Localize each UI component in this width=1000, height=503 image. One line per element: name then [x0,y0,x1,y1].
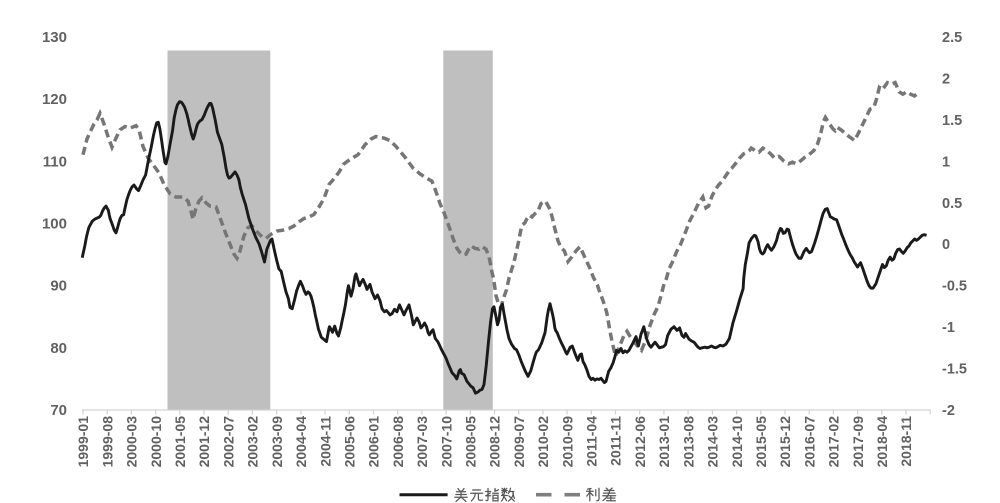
svg-text:90: 90 [50,278,67,295]
svg-text:2017-02: 2017-02 [826,416,842,468]
svg-text:0.5: 0.5 [942,196,962,212]
svg-text:2004-11: 2004-11 [317,416,333,467]
svg-text:2005-06: 2005-06 [342,416,358,468]
svg-text:2001-12: 2001-12 [196,416,212,468]
svg-text:2009-07: 2009-07 [511,416,527,468]
svg-text:2013-01: 2013-01 [656,416,672,468]
svg-text:2001-05: 2001-05 [172,416,188,468]
svg-text:2018-11: 2018-11 [898,416,914,467]
svg-text:-0.5: -0.5 [942,279,967,295]
svg-text:2015-05: 2015-05 [753,416,769,468]
svg-text:2010-02: 2010-02 [535,416,551,468]
svg-text:130: 130 [42,29,67,46]
svg-text:1999-01: 1999-01 [75,416,91,468]
svg-text:120: 120 [42,91,67,108]
svg-text:2013-08: 2013-08 [680,416,696,468]
svg-text:2000-10: 2000-10 [148,416,164,468]
svg-text:70: 70 [50,402,67,419]
svg-text:-1: -1 [942,320,955,336]
svg-text:2007-03: 2007-03 [414,416,430,468]
svg-text:2.5: 2.5 [942,30,962,46]
svg-text:-2: -2 [942,403,955,419]
svg-text:2011-04: 2011-04 [584,416,600,467]
svg-text:1999-08: 1999-08 [99,416,115,468]
svg-text:100: 100 [42,216,67,233]
svg-text:2003-09: 2003-09 [269,416,285,468]
svg-text:2004-04: 2004-04 [293,416,309,468]
svg-text:1.5: 1.5 [942,113,962,129]
svg-text:2000-03: 2000-03 [124,416,140,468]
svg-text:2016-07: 2016-07 [801,416,817,468]
svg-text:1: 1 [942,154,950,170]
svg-text:2003-02: 2003-02 [245,416,261,468]
svg-text:2: 2 [942,71,950,87]
svg-text:2018-04: 2018-04 [874,416,890,468]
svg-text:2008-12: 2008-12 [487,416,503,468]
svg-text:2010-09: 2010-09 [559,416,575,468]
svg-text:2017-09: 2017-09 [850,416,866,468]
svg-text:2002-07: 2002-07 [220,416,236,468]
svg-text:-1.5: -1.5 [942,362,967,378]
svg-text:2007-10: 2007-10 [438,416,454,468]
svg-text:2015-12: 2015-12 [777,416,793,468]
svg-text:0: 0 [942,237,950,253]
svg-text:2006-01: 2006-01 [366,416,382,468]
svg-text:2006-08: 2006-08 [390,416,406,468]
svg-text:2008-05: 2008-05 [463,416,479,468]
svg-text:80: 80 [50,340,67,357]
svg-text:2014-10: 2014-10 [729,416,745,468]
svg-text:2011-11: 2011-11 [608,416,624,466]
svg-text:110: 110 [43,153,67,170]
svg-text:2012-06: 2012-06 [632,416,648,468]
svg-text:2014-03: 2014-03 [705,416,721,468]
